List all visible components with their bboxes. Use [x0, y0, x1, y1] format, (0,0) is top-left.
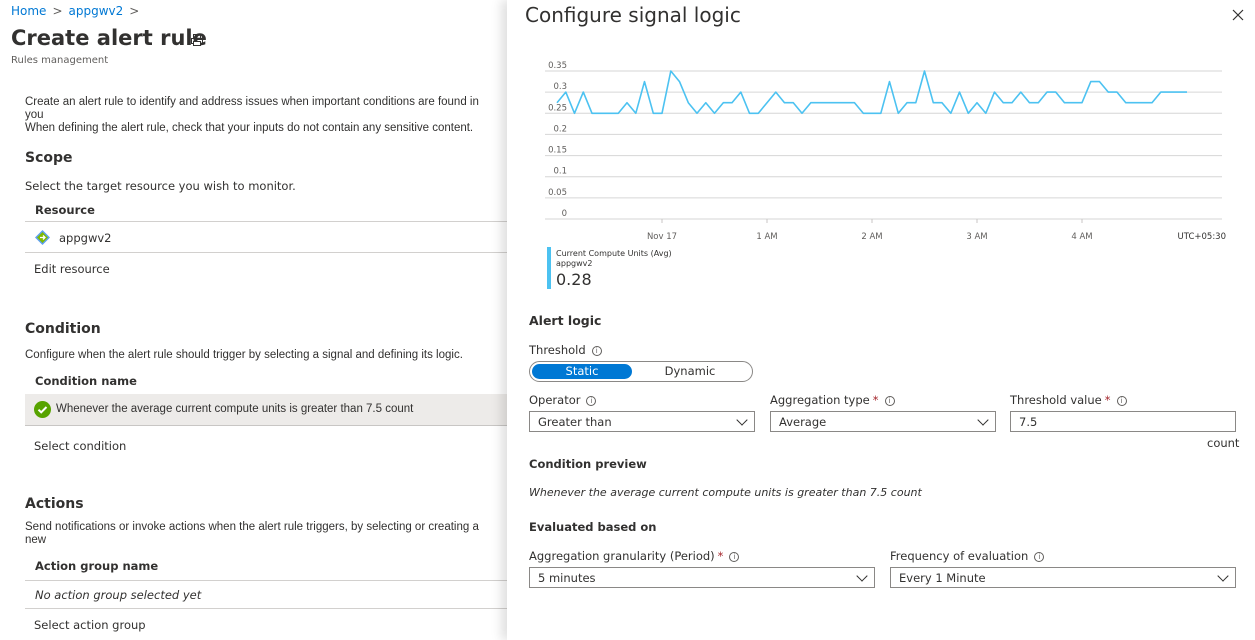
condition-link[interactable]: Whenever the average current compute uni…	[56, 403, 414, 415]
granularity-value: 5 minutes	[538, 571, 596, 585]
page-title: Create alert rule	[11, 26, 207, 50]
intro-text: Create an alert rule to identify and add…	[25, 96, 499, 135]
y-tick-label: 0.25	[548, 103, 567, 113]
chevron-down-icon	[736, 414, 748, 426]
application-gateway-icon	[35, 230, 50, 245]
actions-description: Send notifications or invoke actions whe…	[25, 521, 479, 546]
chevron-down-icon	[1217, 570, 1229, 582]
create-alert-rule-page: Home > appgwv2 > Create alert rule Rules ma…	[0, 0, 507, 640]
action-group-column-header: Action group name	[25, 551, 507, 581]
threshold-unit: count	[1207, 436, 1240, 450]
aggregation-type-select[interactable]: Average	[770, 411, 996, 432]
x-tick-label: 3 AM	[966, 232, 987, 242]
y-tick-label: 0.35	[548, 61, 567, 71]
chevron-down-icon	[977, 414, 989, 426]
chevron-down-icon	[856, 570, 868, 582]
resource-column-header: Resource	[25, 196, 507, 222]
select-action-group-link[interactable]: Select action group	[34, 618, 146, 632]
y-tick-label: 0	[562, 209, 567, 219]
legend-color-bar	[547, 247, 551, 289]
threshold-toggle: Static Dynamic	[529, 361, 753, 382]
info-icon[interactable]: i	[729, 551, 740, 562]
granularity-label-text: Aggregation granularity (Period)	[529, 549, 715, 563]
info-icon[interactable]: i	[591, 345, 602, 356]
frequency-value: Every 1 Minute	[899, 571, 986, 585]
condition-heading: Condition	[25, 321, 101, 337]
configure-signal-logic-panel: Configure signal logic 0 0.05 0.1 0.15 0.2 0.…	[507, 0, 1255, 640]
threshold-value-label: Threshold value * i	[1010, 393, 1127, 407]
info-icon[interactable]: i	[884, 395, 895, 406]
threshold-static-option[interactable]: Static	[532, 364, 632, 379]
condition-column-label: Condition name	[35, 374, 137, 388]
y-tick-label: 0.2	[553, 124, 567, 134]
close-icon[interactable]	[1231, 8, 1245, 22]
condition-preview-heading: Condition preview	[529, 457, 647, 471]
y-tick-label: 0.3	[553, 82, 567, 92]
scope-description: Select the target resource you wish to m…	[25, 179, 296, 193]
legend-value: 0.28	[556, 270, 592, 289]
breadcrumb: Home > appgwv2 >	[11, 4, 145, 18]
y-tick-label: 0.15	[548, 146, 567, 156]
metric-chart: 0 0.05 0.1 0.15 0.2 0.25 0.3 0.35 Nov 17 1 AM 2 AM…	[545, 61, 1226, 242]
chevron-right-icon: >	[52, 4, 63, 18]
aggregation-type-value: Average	[779, 415, 827, 429]
frequency-label-text: Frequency of evaluation	[890, 549, 1029, 563]
breadcrumb-appgwv2[interactable]: appgwv2	[68, 4, 124, 18]
frequency-label: Frequency of evaluation i	[890, 549, 1045, 563]
threshold-label: Threshold i	[529, 343, 602, 357]
condition-description: Configure when the alert rule should tri…	[25, 349, 463, 361]
print-icon[interactable]	[190, 33, 204, 47]
x-tick-label: 2 AM	[861, 232, 882, 242]
action-group-empty-row: No action group selected yet	[25, 581, 507, 609]
check-circle-icon	[34, 401, 51, 418]
edit-resource-link[interactable]: Edit resource	[34, 262, 110, 276]
evaluated-based-on-heading: Evaluated based on	[529, 520, 657, 534]
granularity-label: Aggregation granularity (Period) * i	[529, 549, 740, 563]
condition-column-header: Condition name	[25, 368, 507, 394]
resource-column-label: Resource	[35, 203, 95, 217]
info-icon[interactable]: i	[1034, 551, 1045, 562]
frequency-select[interactable]: Every 1 Minute	[890, 567, 1236, 588]
breadcrumb-home[interactable]: Home	[11, 4, 47, 18]
resource-name: appgwv2	[59, 231, 112, 245]
condition-row[interactable]: Whenever the average current compute uni…	[25, 394, 507, 426]
scope-heading: Scope	[25, 150, 73, 166]
condition-preview-text: Whenever the average current compute uni…	[529, 486, 922, 499]
y-tick-label: 0.1	[553, 167, 567, 177]
x-tick-label: 1 AM	[756, 232, 777, 242]
threshold-dynamic-option[interactable]: Dynamic	[664, 364, 716, 378]
action-group-column-label: Action group name	[35, 559, 159, 573]
legend-metric: Current Compute Units (Avg)	[556, 249, 672, 258]
operator-label-text: Operator	[529, 393, 581, 407]
x-tick-label: Nov 17	[647, 232, 677, 242]
aggregation-type-label-text: Aggregation type	[770, 393, 870, 407]
info-icon[interactable]: i	[1116, 395, 1127, 406]
operator-label: Operator i	[529, 393, 597, 407]
threshold-value-input[interactable]	[1010, 411, 1236, 432]
chevron-right-icon: >	[129, 4, 140, 18]
intro-text-1: Create an alert rule to identify and add…	[25, 96, 479, 121]
threshold-value-label-text: Threshold value	[1010, 393, 1102, 407]
page-subtitle: Rules management	[11, 55, 109, 66]
x-tick-label: 4 AM	[1071, 232, 1092, 242]
legend-resource: appgwv2	[556, 259, 593, 268]
resource-row: appgwv2	[25, 222, 507, 253]
intro-text-2: When defining the alert rule, check that…	[25, 122, 474, 134]
timezone-label: UTC+05:30	[1178, 232, 1226, 242]
no-action-group-text: No action group selected yet	[35, 588, 202, 602]
panel-title: Configure signal logic	[525, 3, 741, 27]
alert-logic-heading: Alert logic	[529, 313, 602, 328]
aggregation-type-label: Aggregation type * i	[770, 393, 895, 407]
granularity-select[interactable]: 5 minutes	[529, 567, 875, 588]
operator-select[interactable]: Greater than	[529, 411, 755, 432]
info-icon[interactable]: i	[586, 395, 597, 406]
operator-value: Greater than	[538, 415, 612, 429]
actions-heading: Actions	[25, 496, 84, 512]
threshold-label-text: Threshold	[529, 343, 586, 357]
y-tick-label: 0.05	[548, 188, 567, 198]
select-condition-link[interactable]: Select condition	[34, 439, 127, 453]
